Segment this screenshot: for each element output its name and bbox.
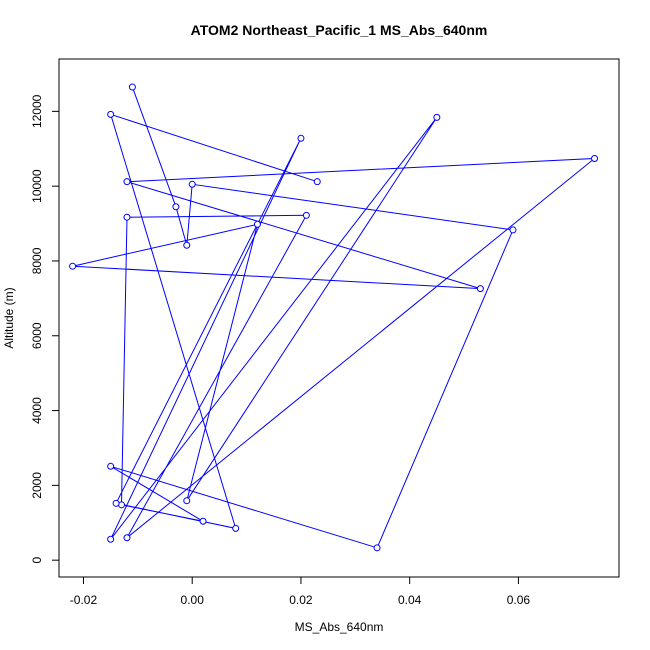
data-point [509,226,517,234]
data-point [172,203,180,211]
data-point [128,83,136,91]
y-tick-label: 8000 [30,247,44,274]
data-point [297,134,305,142]
chart-title: ATOM2 Northeast_Pacific_1 MS_Abs_640nm [191,22,488,38]
data-point [232,524,240,532]
y-tick-label: 10000 [30,169,44,203]
data-point [373,544,381,552]
series-line [72,86,597,549]
x-tick-label: -0.02 [70,593,98,607]
y-tick-label: 0 [30,557,44,564]
data-point [183,241,191,249]
data-point [253,220,261,228]
data-point [107,462,115,470]
data-point [69,262,77,270]
data-point [199,517,207,525]
data-point [183,497,191,505]
plot-frame [58,58,620,578]
data-point [476,285,484,293]
y-axis: 0 2000 4000 6000 8000 10000 12000 [30,94,60,564]
x-tick-label: 0.00 [181,593,205,607]
x-tick-label: 0.02 [289,593,313,607]
data-point [433,113,441,121]
series-layer [69,83,599,552]
data-point [107,110,115,118]
data-point [591,154,599,162]
y-tick-label: 4000 [30,397,44,424]
y-tick-label: 2000 [30,472,44,499]
x-axis: -0.02 0.00 0.02 0.04 0.06 [70,576,531,607]
data-point [123,534,131,542]
data-point [107,535,115,543]
y-tick-label: 6000 [30,322,44,349]
data-point [112,499,120,507]
data-point [313,178,321,186]
x-axis-label: MS_Abs_640nm [295,620,384,634]
data-point [123,178,131,186]
data-point [188,180,196,188]
data-point [302,211,310,219]
y-axis-label: Altitude (m) [2,287,16,348]
y-tick-label: 12000 [30,94,44,128]
x-tick-label: 0.04 [398,593,422,607]
data-point [123,213,131,221]
x-tick-label: 0.06 [507,593,531,607]
